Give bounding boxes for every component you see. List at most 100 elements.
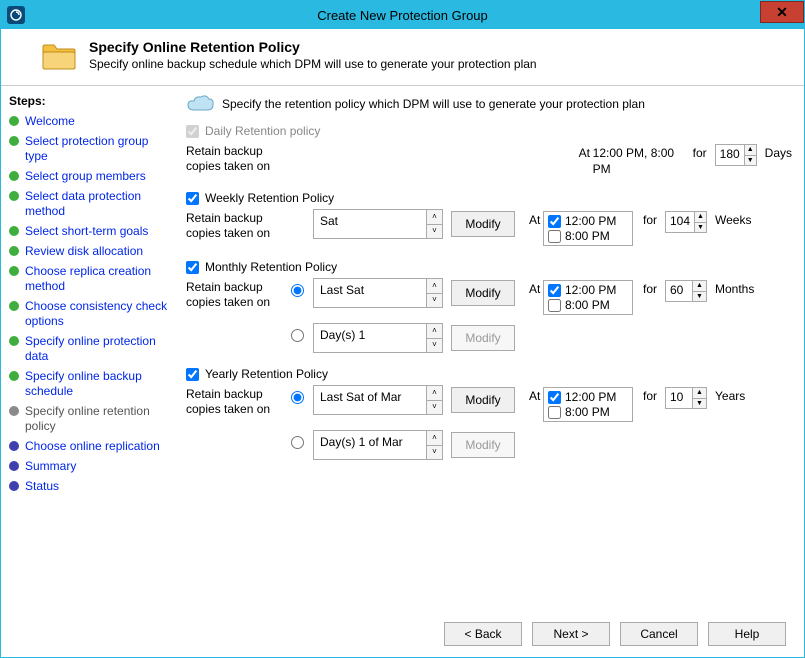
monthly-modify1-button[interactable]: Modify: [451, 280, 515, 306]
spin-up[interactable]: ˄: [427, 324, 442, 339]
step-bullet-icon: [9, 226, 19, 236]
weekly-day-select[interactable]: Sat ˄˅: [313, 209, 443, 239]
retain-label: Retain backup copies taken on: [186, 142, 291, 174]
weekly-checkbox[interactable]: [186, 192, 199, 205]
spin-down[interactable]: ˅: [427, 225, 442, 239]
spin-down[interactable]: ▼: [695, 223, 706, 233]
spin-up[interactable]: ▲: [695, 212, 706, 223]
spin-down[interactable]: ▼: [745, 156, 756, 166]
spin-down[interactable]: ˅: [427, 401, 442, 415]
spin-down[interactable]: ˅: [427, 294, 442, 308]
help-button[interactable]: Help: [708, 622, 786, 646]
step-item[interactable]: Specify online protection data: [9, 334, 168, 364]
step-item[interactable]: Specify online backup schedule: [9, 369, 168, 399]
step-item[interactable]: Select short-term goals: [9, 224, 168, 239]
monthly-opt1-radio[interactable]: [291, 284, 304, 297]
step-bullet-icon: [9, 371, 19, 381]
monthly-time2-check[interactable]: [548, 299, 561, 312]
daily-title: Daily Retention policy: [205, 124, 320, 138]
step-label: Welcome: [25, 114, 75, 129]
step-bullet-icon: [9, 246, 19, 256]
step-label: Review disk allocation: [25, 244, 143, 259]
content-panel: Specify the retention policy which DPM w…: [176, 86, 804, 608]
spin-up[interactable]: ˄: [427, 279, 442, 294]
close-button[interactable]: ✕: [760, 1, 804, 23]
spin-down[interactable]: ▼: [693, 399, 706, 409]
yearly-opt1-radio[interactable]: [291, 391, 304, 404]
weekly-time2-check[interactable]: [548, 230, 561, 243]
monthly-time1-check[interactable]: [548, 284, 561, 297]
step-label: Select protection group type: [25, 134, 168, 164]
weekly-time1-check[interactable]: [548, 215, 561, 228]
step-label: Specify online protection data: [25, 334, 168, 364]
weekly-modify-button[interactable]: Modify: [451, 211, 515, 237]
monthly-time-box: 12:00 PM 8:00 PM: [543, 280, 633, 315]
monthly-opt2-select[interactable]: Day(s) 1 ˄˅: [313, 323, 443, 353]
monthly-title: Monthly Retention Policy: [205, 260, 337, 274]
spin-up[interactable]: ˄: [427, 386, 442, 401]
yearly-time1-check[interactable]: [548, 391, 561, 404]
back-button[interactable]: < Back: [444, 622, 522, 646]
steps-sidebar: Steps: Welcome Select protection group ty…: [1, 86, 176, 608]
yearly-opt2-select[interactable]: Day(s) 1 of Mar ˄˅: [313, 430, 443, 460]
weekly-value-input[interactable]: 104 ▲▼: [665, 211, 707, 233]
daily-value-input[interactable]: 180 ▲▼: [715, 144, 757, 166]
steps-heading: Steps:: [9, 94, 168, 108]
step-bullet-icon: [9, 116, 19, 126]
step-item[interactable]: Select group members: [9, 169, 168, 184]
cancel-button[interactable]: Cancel: [620, 622, 698, 646]
yearly-time2-check[interactable]: [548, 406, 561, 419]
spin-up[interactable]: ˄: [427, 210, 442, 225]
spin-down[interactable]: ˅: [427, 446, 442, 460]
yearly-row: Retain backup copies taken on Last Sat o…: [186, 385, 792, 460]
step-item[interactable]: Choose consistency check options: [9, 299, 168, 329]
step-item[interactable]: Review disk allocation: [9, 244, 168, 259]
step-item[interactable]: Choose replica creation method: [9, 264, 168, 294]
step-bullet-icon: [9, 266, 19, 276]
spin-up[interactable]: ˄: [427, 431, 442, 446]
step-bullet-icon: [9, 301, 19, 311]
step-item[interactable]: Summary: [9, 459, 168, 474]
yearly-value-input[interactable]: 10 ▲▼: [665, 387, 707, 409]
spin-down[interactable]: ▼: [693, 292, 706, 302]
yearly-opt2-radio[interactable]: [291, 436, 304, 449]
weekly-check-row: Weekly Retention Policy: [186, 191, 792, 205]
step-item[interactable]: Select protection group type: [9, 134, 168, 164]
spin-up[interactable]: ▲: [693, 281, 706, 292]
for-label: for: [693, 142, 715, 160]
next-button[interactable]: Next >: [532, 622, 610, 646]
step-item[interactable]: Select data protection method: [9, 189, 168, 219]
yearly-modify2-button: Modify: [451, 432, 515, 458]
step-item[interactable]: Welcome: [9, 114, 168, 129]
step-bullet-icon: [9, 171, 19, 181]
yearly-checkbox[interactable]: [186, 368, 199, 381]
page-subtitle: Specify online backup schedule which DPM…: [89, 57, 537, 71]
weekly-time-box: 12:00 PM 8:00 PM: [543, 211, 633, 246]
wizard-footer: < Back Next > Cancel Help: [1, 611, 804, 657]
spin-down[interactable]: ˅: [427, 339, 442, 353]
step-item: Specify online retention policy: [9, 404, 168, 434]
monthly-checkbox[interactable]: [186, 261, 199, 274]
cloud-icon: [186, 94, 214, 114]
step-label: Summary: [25, 459, 76, 474]
daily-unit: Days: [765, 142, 792, 160]
spin-up[interactable]: ▲: [693, 388, 706, 399]
yearly-title: Yearly Retention Policy: [205, 367, 328, 381]
step-item[interactable]: Status: [9, 479, 168, 494]
step-item[interactable]: Choose online replication: [9, 439, 168, 454]
monthly-opt1-select[interactable]: Last Sat ˄˅: [313, 278, 443, 308]
yearly-opt1-select[interactable]: Last Sat of Mar ˄˅: [313, 385, 443, 415]
spin-up[interactable]: ▲: [745, 145, 756, 156]
daily-row: Retain backup copies taken on At 12:00 P…: [186, 142, 792, 177]
step-label: Select group members: [25, 169, 146, 184]
monthly-value-input[interactable]: 60 ▲▼: [665, 280, 707, 302]
yearly-modify1-button[interactable]: Modify: [451, 387, 515, 413]
weekly-row: Retain backup copies taken on Sat ˄˅ Mod…: [186, 209, 792, 246]
step-bullet-icon: [9, 461, 19, 471]
step-bullet-icon: [9, 441, 19, 451]
daily-times: 12:00 PM, 8:00 PM: [593, 144, 683, 177]
weekly-title: Weekly Retention Policy: [205, 191, 334, 205]
monthly-row: Retain backup copies taken on Last Sat ˄…: [186, 278, 792, 353]
monthly-opt2-radio[interactable]: [291, 329, 304, 342]
yearly-time-box: 12:00 PM 8:00 PM: [543, 387, 633, 422]
